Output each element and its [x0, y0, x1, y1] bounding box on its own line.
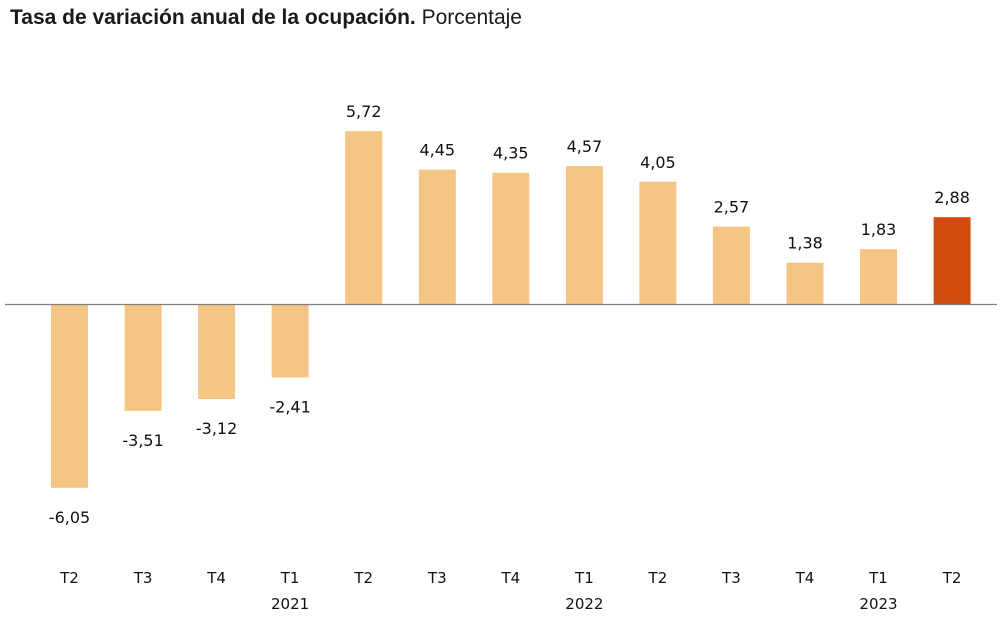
bar-2	[198, 304, 236, 399]
chart-subtitle: Porcentaje	[421, 6, 522, 29]
bar-1	[124, 304, 162, 411]
value-label-6: 4,35	[493, 144, 529, 163]
value-label-1: -3,51	[122, 431, 163, 450]
category-label-9: T3	[721, 569, 741, 587]
bar-10	[786, 262, 824, 305]
value-label-7: 4,57	[567, 137, 603, 156]
bar-7	[565, 166, 603, 305]
value-label-5: 4,45	[419, 141, 455, 160]
category-label-4: T2	[353, 569, 373, 587]
category-label-11: T1	[868, 569, 888, 587]
chart-title-main: Tasa de variación anual de la ocupación.	[10, 6, 416, 29]
bar-5	[418, 169, 456, 305]
bar-0	[51, 304, 88, 488]
category-label-0: T2	[59, 569, 79, 587]
category-label-2: T4	[206, 569, 226, 587]
category-label-8: T2	[648, 569, 668, 587]
year-label-2: 2023	[859, 595, 897, 613]
value-label-9: 2,57	[714, 198, 750, 217]
chart-title: Tasa de variación anual de la ocupación.…	[10, 6, 522, 30]
category-label-3: T1	[280, 569, 300, 587]
category-label-12: T2	[942, 569, 962, 587]
value-label-3: -2,41	[269, 398, 310, 417]
bar-8	[639, 181, 677, 305]
value-label-2: -3,12	[196, 419, 237, 438]
category-label-7: T1	[574, 569, 594, 587]
bar-9	[712, 226, 750, 305]
value-label-11: 1,83	[861, 220, 897, 239]
value-label-12: 2,88	[934, 188, 970, 207]
bar-4	[345, 131, 383, 305]
value-label-8: 4,05	[640, 153, 676, 172]
category-label-5: T3	[427, 569, 447, 587]
bar-6	[492, 172, 530, 305]
category-label-10: T4	[795, 569, 815, 587]
value-label-4: 5,72	[346, 102, 382, 121]
year-label-0: 2021	[271, 595, 309, 613]
value-label-0: -6,05	[49, 508, 90, 527]
category-label-6: T4	[500, 569, 520, 587]
year-label-1: 2022	[565, 595, 603, 613]
bar-12	[933, 217, 971, 305]
category-label-1: T3	[133, 569, 153, 587]
value-label-10: 1,38	[787, 234, 823, 253]
bar-11	[860, 249, 897, 305]
bar-3	[271, 304, 309, 378]
